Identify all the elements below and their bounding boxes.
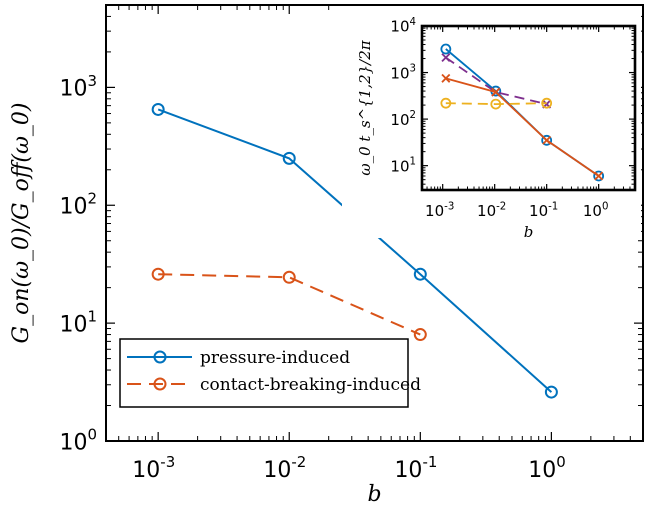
- x-tick-label-0: 10-3: [132, 453, 175, 483]
- y-tick-label-0: 101: [390, 157, 416, 176]
- data-point: [151, 102, 165, 116]
- inset-plot-y-axis-label: ω_0 t_s^{1,2}/2π: [356, 39, 374, 175]
- x-tick-label-2: 10-1: [529, 201, 558, 220]
- inset-plot-series-3: [440, 97, 553, 110]
- y-tick-label-0: 100: [59, 425, 97, 455]
- inset-plot-background: [422, 26, 635, 190]
- data-point: [441, 73, 451, 83]
- data-point: [413, 328, 427, 342]
- y-tick-label-3: 103: [59, 72, 97, 102]
- main-plot-frame: [105, 4, 644, 442]
- x-tick-label-3: 100: [528, 453, 566, 483]
- data-point: [440, 43, 452, 55]
- legend-marker-1: [153, 377, 167, 391]
- x-tick-label-3: 100: [583, 201, 609, 220]
- x-tick-label-1: 10-2: [263, 453, 306, 483]
- series-line: [445, 56, 547, 105]
- x-marker-stroke: [594, 171, 604, 181]
- data-point: [151, 267, 165, 281]
- data-point: [440, 97, 452, 109]
- data-point: [593, 170, 605, 182]
- data-point: [413, 267, 427, 281]
- main-plot-y-axis-label: G_on(ω_0)/G_off(ω_0): [9, 102, 34, 343]
- x-marker-stroke: [542, 135, 552, 145]
- y-tick-label-2: 102: [59, 190, 97, 220]
- series-line: [445, 77, 600, 177]
- data-point: [541, 134, 553, 146]
- data-point: [491, 87, 501, 97]
- data-point: [282, 151, 296, 165]
- legend-label-1: contact-breaking-induced: [200, 375, 421, 395]
- main-plot-series-1: [151, 267, 427, 342]
- data-point: [594, 171, 604, 181]
- x-tick-label-2: 10-1: [394, 453, 437, 483]
- legend: pressure-induced contact-breaking-induced: [119, 338, 421, 408]
- x-tick-label-0: 10-3: [425, 201, 454, 220]
- inset-plot: 10-3 10-2 10-1 100 101 102 103 104 b ω_0 t_s^{1,2…: [356, 17, 637, 241]
- legend-box: [119, 338, 409, 408]
- series-line: [445, 102, 547, 106]
- y-tick-label-3: 104: [390, 17, 416, 36]
- x-tick-label-1: 10-2: [477, 201, 506, 220]
- legend-marker-0: [153, 350, 167, 364]
- x-marker-stroke: [491, 87, 501, 97]
- inset-plot-series-2: [441, 73, 604, 181]
- data-point: [441, 53, 451, 63]
- data-point: [541, 97, 553, 109]
- series-line: [158, 273, 421, 336]
- main-plot-x-axis-label: b: [367, 482, 381, 507]
- data-point: [282, 270, 296, 284]
- data-point: [544, 385, 558, 399]
- y-tick-label-1: 102: [390, 110, 416, 129]
- legend-label-0: pressure-induced: [200, 348, 350, 368]
- x-marker-stroke: [441, 73, 451, 83]
- data-point: [542, 135, 552, 145]
- inset-plot-frame: [420, 24, 637, 192]
- y-tick-label-2: 103: [390, 64, 416, 83]
- inset-plot-x-axis-label: b: [524, 223, 534, 241]
- data-point: [490, 98, 502, 110]
- x-marker-stroke: [441, 53, 451, 63]
- y-tick-label-1: 101: [59, 308, 97, 338]
